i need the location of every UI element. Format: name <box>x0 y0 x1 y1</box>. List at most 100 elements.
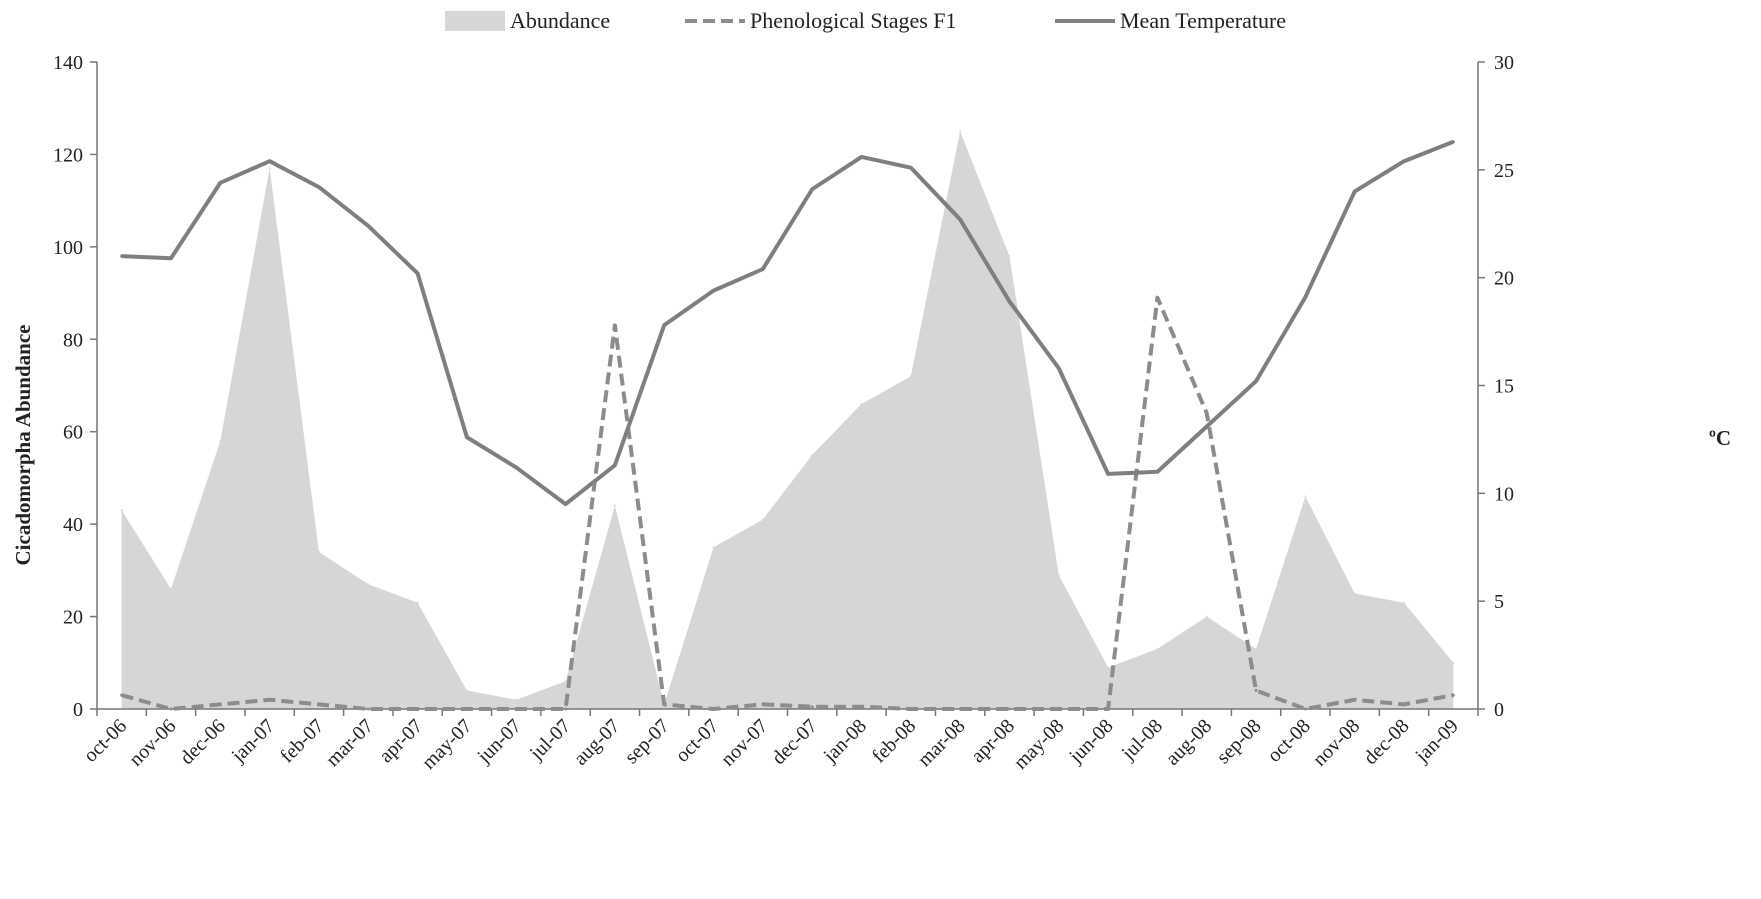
y-tick-label-140: 140 <box>53 52 83 74</box>
abundance-point-apr-08 <box>1008 255 1011 258</box>
plot-area: 020406080100120140051015202530oct-06nov-… <box>53 52 1514 774</box>
legend-label-abundance: Abundance <box>510 8 610 33</box>
legend-item-phenological: Phenological Stages F1 <box>685 8 957 33</box>
temperature-point-may-07 <box>465 435 469 439</box>
x-tick-label-oct-07: oct-07 <box>671 715 723 767</box>
phenological-point-mar-08 <box>958 707 962 711</box>
x-tick-label-dec-07: dec-07 <box>768 715 822 769</box>
phenological-point-aug-08 <box>1205 411 1209 415</box>
phenological-point-jan-09 <box>1451 693 1455 697</box>
temperature-point-sep-07 <box>662 323 666 327</box>
phenological-point-dec-07 <box>810 705 814 709</box>
phenological-point-feb-07 <box>317 702 321 706</box>
temperature-point-apr-08 <box>1007 299 1011 303</box>
legend-item-temperature: Mean Temperature <box>1055 8 1286 33</box>
legend-swatch-abundance <box>445 11 505 31</box>
temperature-point-apr-07 <box>416 271 420 275</box>
y-tick-label-120: 120 <box>53 144 83 166</box>
abundance-point-may-07 <box>465 689 468 692</box>
temperature-point-dec-08 <box>1402 159 1406 163</box>
phenological-point-oct-06 <box>120 693 124 697</box>
y-tick-label-100: 100 <box>53 237 83 259</box>
abundance-point-jul-08 <box>1156 647 1159 650</box>
y2-tick-label-15: 15 <box>1494 376 1514 398</box>
y2-axis-title: ºC <box>1709 426 1731 450</box>
abundance-point-jun-07 <box>515 698 518 701</box>
phenological-point-nov-07 <box>761 702 765 706</box>
phenological-point-sep-08 <box>1254 689 1258 693</box>
phenological-point-apr-08 <box>1007 707 1011 711</box>
phenological-point-mar-07 <box>366 707 370 711</box>
y2-tick-label-30: 30 <box>1494 52 1514 74</box>
temperature-point-jan-08 <box>859 155 863 159</box>
abundance-point-nov-08 <box>1353 592 1356 595</box>
phenological-point-apr-07 <box>416 707 420 711</box>
series-temperature-line <box>121 139 1455 507</box>
abundance-point-nov-07 <box>761 518 764 521</box>
y2-tick-label-0: 0 <box>1494 699 1504 721</box>
abundance-point-aug-08 <box>1205 615 1208 618</box>
abundance-point-oct-06 <box>120 509 123 512</box>
temperature-point-feb-07 <box>317 185 321 189</box>
temperature-point-jul-08 <box>1155 470 1159 474</box>
abundance-point-jul-07 <box>564 680 567 683</box>
temperature-point-oct-08 <box>1303 295 1307 299</box>
abundance-point-feb-07 <box>317 550 320 553</box>
phenological-point-jun-08 <box>1106 707 1110 711</box>
x-tick-label-aug-07: aug-07 <box>570 715 625 770</box>
temperature-point-mar-08 <box>958 217 962 221</box>
abundance-point-mar-08 <box>959 130 962 133</box>
x-tick-label-jun-08: jun-08 <box>1064 715 1117 768</box>
x-tick-label-may-07: may-07 <box>418 715 477 774</box>
abundance-point-oct-08 <box>1304 495 1307 498</box>
phenological-point-aug-07 <box>613 323 617 327</box>
x-tick-label-jan-09: jan-09 <box>1410 715 1462 767</box>
abundance-point-mar-07 <box>367 583 370 586</box>
phenological-point-jul-07 <box>564 707 568 711</box>
series-phenological-line <box>121 295 1454 711</box>
temperature-point-oct-07 <box>712 289 716 293</box>
x-tick-label-mar-07: mar-07 <box>322 715 378 771</box>
abundance-point-feb-08 <box>909 375 912 378</box>
x-tick-label-mar-08: mar-08 <box>914 715 970 771</box>
y2-tick-label-5: 5 <box>1494 591 1504 613</box>
y2-tick-label-10: 10 <box>1494 483 1514 505</box>
phenological-point-sep-07 <box>662 702 666 706</box>
y-tick-label-40: 40 <box>63 514 83 536</box>
temperature-point-nov-08 <box>1353 189 1357 193</box>
temperature-point-jun-08 <box>1106 472 1110 476</box>
x-tick-label-oct-08: oct-08 <box>1263 715 1315 767</box>
temperature-point-jan-09 <box>1451 140 1455 144</box>
phenological-point-nov-06 <box>169 707 173 711</box>
abundance-point-nov-06 <box>169 587 172 590</box>
x-tick-label-nov-07: nov-07 <box>717 715 773 771</box>
abundance-point-dec-07 <box>811 453 814 456</box>
x-tick-label-oct-06: oct-06 <box>80 715 132 767</box>
x-tick-label-feb-07: feb-07 <box>276 715 328 767</box>
y2-tick-label-20: 20 <box>1494 268 1514 290</box>
series-abundance-area <box>121 131 1454 710</box>
abundance-point-oct-07 <box>712 546 715 549</box>
x-tick-label-sep-07: sep-07 <box>620 715 673 768</box>
legend: Abundance Phenological Stages F1 Mean Te… <box>445 8 1286 33</box>
temperature-point-nov-06 <box>169 256 173 260</box>
y-tick-label-80: 80 <box>63 329 83 351</box>
abundance-point-jun-08 <box>1107 666 1110 669</box>
x-tick-label-nov-08: nov-08 <box>1309 715 1365 771</box>
x-tick-label-dec-08: dec-08 <box>1360 715 1414 769</box>
abundance-point-aug-07 <box>613 504 616 507</box>
x-tick-label-jun-07: jun-07 <box>473 715 526 768</box>
temperature-point-may-08 <box>1057 366 1061 370</box>
x-tick-label-jul-07: jul-07 <box>525 715 575 765</box>
abundance-point-jan-08 <box>860 402 863 405</box>
temperature-point-feb-08 <box>909 166 913 170</box>
abundance-point-jan-07 <box>268 167 271 170</box>
x-tick-label-sep-08: sep-08 <box>1212 715 1265 768</box>
y-axis-title: Cicadomorpha Abundance <box>11 325 35 566</box>
phenological-point-dec-08 <box>1402 702 1406 706</box>
phenological-point-jan-08 <box>859 705 863 709</box>
temperature-point-jan-07 <box>268 159 272 163</box>
phenological-point-may-08 <box>1057 707 1061 711</box>
temperature-point-oct-06 <box>120 254 124 258</box>
